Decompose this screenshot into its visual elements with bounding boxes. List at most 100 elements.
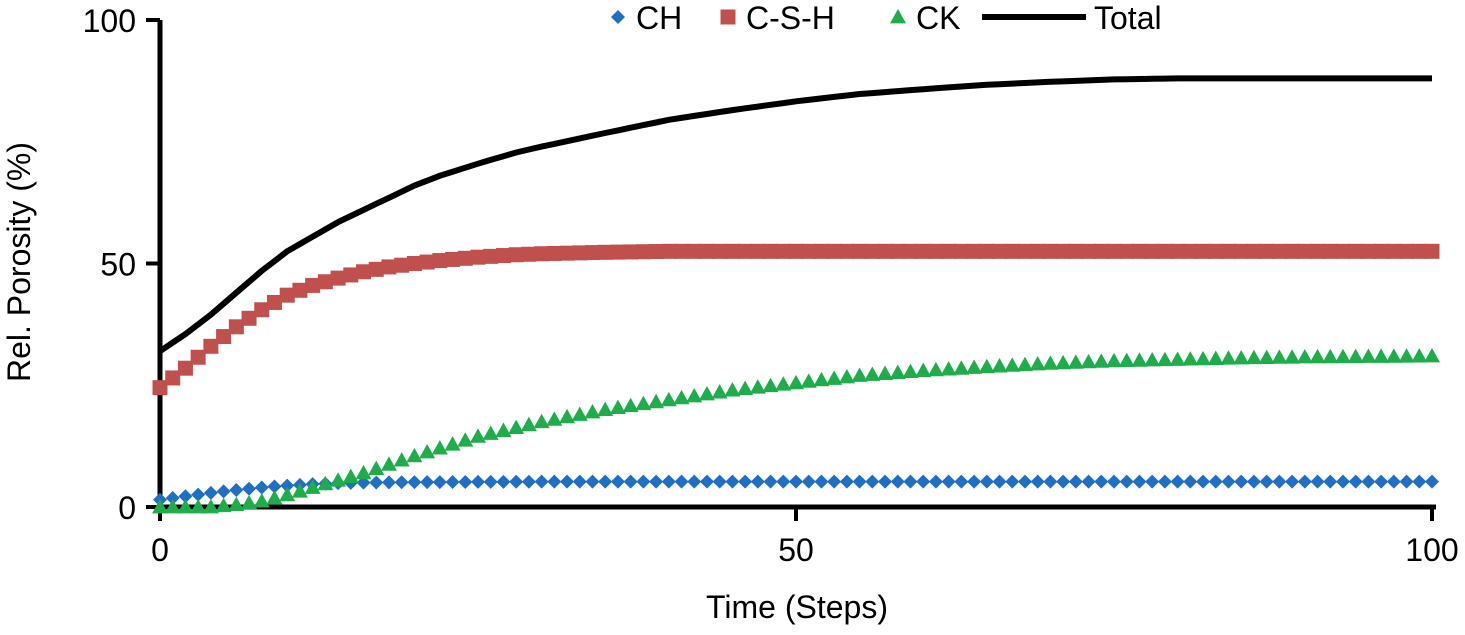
data-point-ch — [1221, 474, 1236, 489]
data-point-ch — [1107, 474, 1121, 489]
data-point-ch — [1259, 474, 1274, 489]
data-point-c-s-h — [381, 259, 397, 275]
data-point-c-s-h — [1373, 243, 1389, 259]
data-point-c-s-h — [1081, 243, 1097, 259]
data-point-ch — [979, 474, 994, 489]
data-point-c-s-h — [661, 243, 677, 259]
data-point-c-s-h — [432, 253, 448, 269]
data-point-ck — [762, 377, 779, 393]
data-point-c-s-h — [1348, 243, 1364, 259]
data-point-ch — [1234, 474, 1249, 489]
data-point-ck — [1131, 352, 1148, 367]
data-point-ck — [813, 371, 830, 387]
data-point-c-s-h — [635, 244, 651, 260]
series-total — [158, 75, 1432, 354]
data-point-ck — [228, 496, 245, 511]
data-point-ck — [940, 361, 957, 376]
data-point-ch — [814, 474, 829, 489]
data-point-ck — [800, 373, 817, 388]
data-point-ck — [1118, 352, 1135, 368]
legend-label-ck: CK — [916, 0, 960, 36]
x-axis-label: Time (Steps) — [706, 589, 888, 625]
data-point-ch — [1272, 474, 1287, 489]
data-point-c-s-h — [1424, 243, 1440, 259]
data-point-ch — [1145, 474, 1160, 489]
data-point-c-s-h — [1360, 243, 1376, 259]
data-point-ck — [991, 358, 1008, 373]
x-tick-label: 50 — [778, 532, 814, 568]
data-point-c-s-h — [394, 257, 410, 273]
data-point-ck — [152, 499, 168, 514]
data-point-ch — [242, 481, 257, 496]
data-point-c-s-h — [1131, 243, 1147, 259]
data-point-c-s-h — [317, 274, 333, 290]
data-point-c-s-h — [1271, 243, 1287, 259]
data-point-ch — [445, 475, 460, 490]
data-point-ck — [597, 401, 614, 416]
data-point-ch — [839, 474, 854, 489]
data-point-ch — [954, 474, 969, 489]
data-point-c-s-h — [712, 243, 728, 259]
data-point-ch — [789, 474, 803, 489]
legend-swatch-ch — [611, 10, 625, 24]
data-point-c-s-h — [356, 264, 372, 280]
legend-swatch-ck — [890, 9, 906, 24]
data-point-ch — [420, 475, 435, 490]
data-point-c-s-h — [1195, 243, 1211, 259]
legend: CH C-S-H CK Total — [611, 0, 1162, 36]
data-point-c-s-h — [330, 270, 346, 286]
data-point-ck — [190, 499, 207, 514]
data-point-ch — [572, 474, 587, 489]
data-point-ch — [381, 475, 396, 490]
data-point-ck — [355, 464, 372, 480]
data-point-ck — [698, 386, 715, 401]
data-point-ck — [1093, 353, 1110, 368]
data-point-ck — [1106, 352, 1122, 368]
data-point-ch — [1132, 474, 1147, 489]
data-point-ck — [291, 483, 308, 498]
series-c-s-h — [152, 243, 1440, 396]
data-point-ck — [775, 376, 792, 391]
data-point-c-s-h — [623, 244, 639, 260]
data-point-ck — [533, 413, 550, 429]
data-point-c-s-h — [470, 249, 486, 265]
data-point-ch — [801, 474, 816, 489]
data-point-ch — [585, 474, 600, 489]
data-point-c-s-h — [203, 338, 219, 354]
data-point-ch — [496, 474, 511, 489]
data-point-ck — [609, 399, 626, 415]
data-point-ck — [253, 493, 270, 508]
data-point-ch — [878, 474, 893, 489]
data-point-ck — [482, 425, 499, 440]
data-point-c-s-h — [457, 250, 473, 266]
data-point-ck — [1309, 348, 1326, 364]
data-point-ch — [1348, 474, 1363, 489]
data-point-ck — [1233, 349, 1250, 365]
data-point-ch — [394, 475, 409, 490]
data-point-c-s-h — [597, 244, 613, 260]
data-point-ch — [369, 475, 384, 490]
data-point-ch — [750, 474, 765, 489]
data-point-ch — [610, 474, 625, 489]
data-point-c-s-h — [228, 319, 244, 335]
data-point-ch — [1043, 474, 1058, 489]
y-tick-label: 0 — [118, 490, 136, 526]
data-point-c-s-h — [1335, 243, 1351, 259]
series-ch — [153, 474, 1439, 507]
data-point-ck — [266, 489, 283, 505]
data-point-ck — [1144, 352, 1161, 367]
data-point-ck — [1360, 348, 1377, 363]
data-point-ck — [1067, 354, 1084, 369]
data-point-c-s-h — [559, 245, 575, 261]
data-point-ch — [852, 474, 867, 489]
data-point-c-s-h — [1093, 243, 1109, 259]
data-point-ck — [164, 499, 181, 514]
data-point-ck — [1207, 350, 1224, 365]
data-point-ch — [560, 474, 575, 489]
data-point-c-s-h — [1144, 243, 1160, 259]
data-point-ch — [827, 474, 842, 489]
data-point-c-s-h — [966, 243, 982, 259]
data-point-ck — [1220, 350, 1237, 365]
